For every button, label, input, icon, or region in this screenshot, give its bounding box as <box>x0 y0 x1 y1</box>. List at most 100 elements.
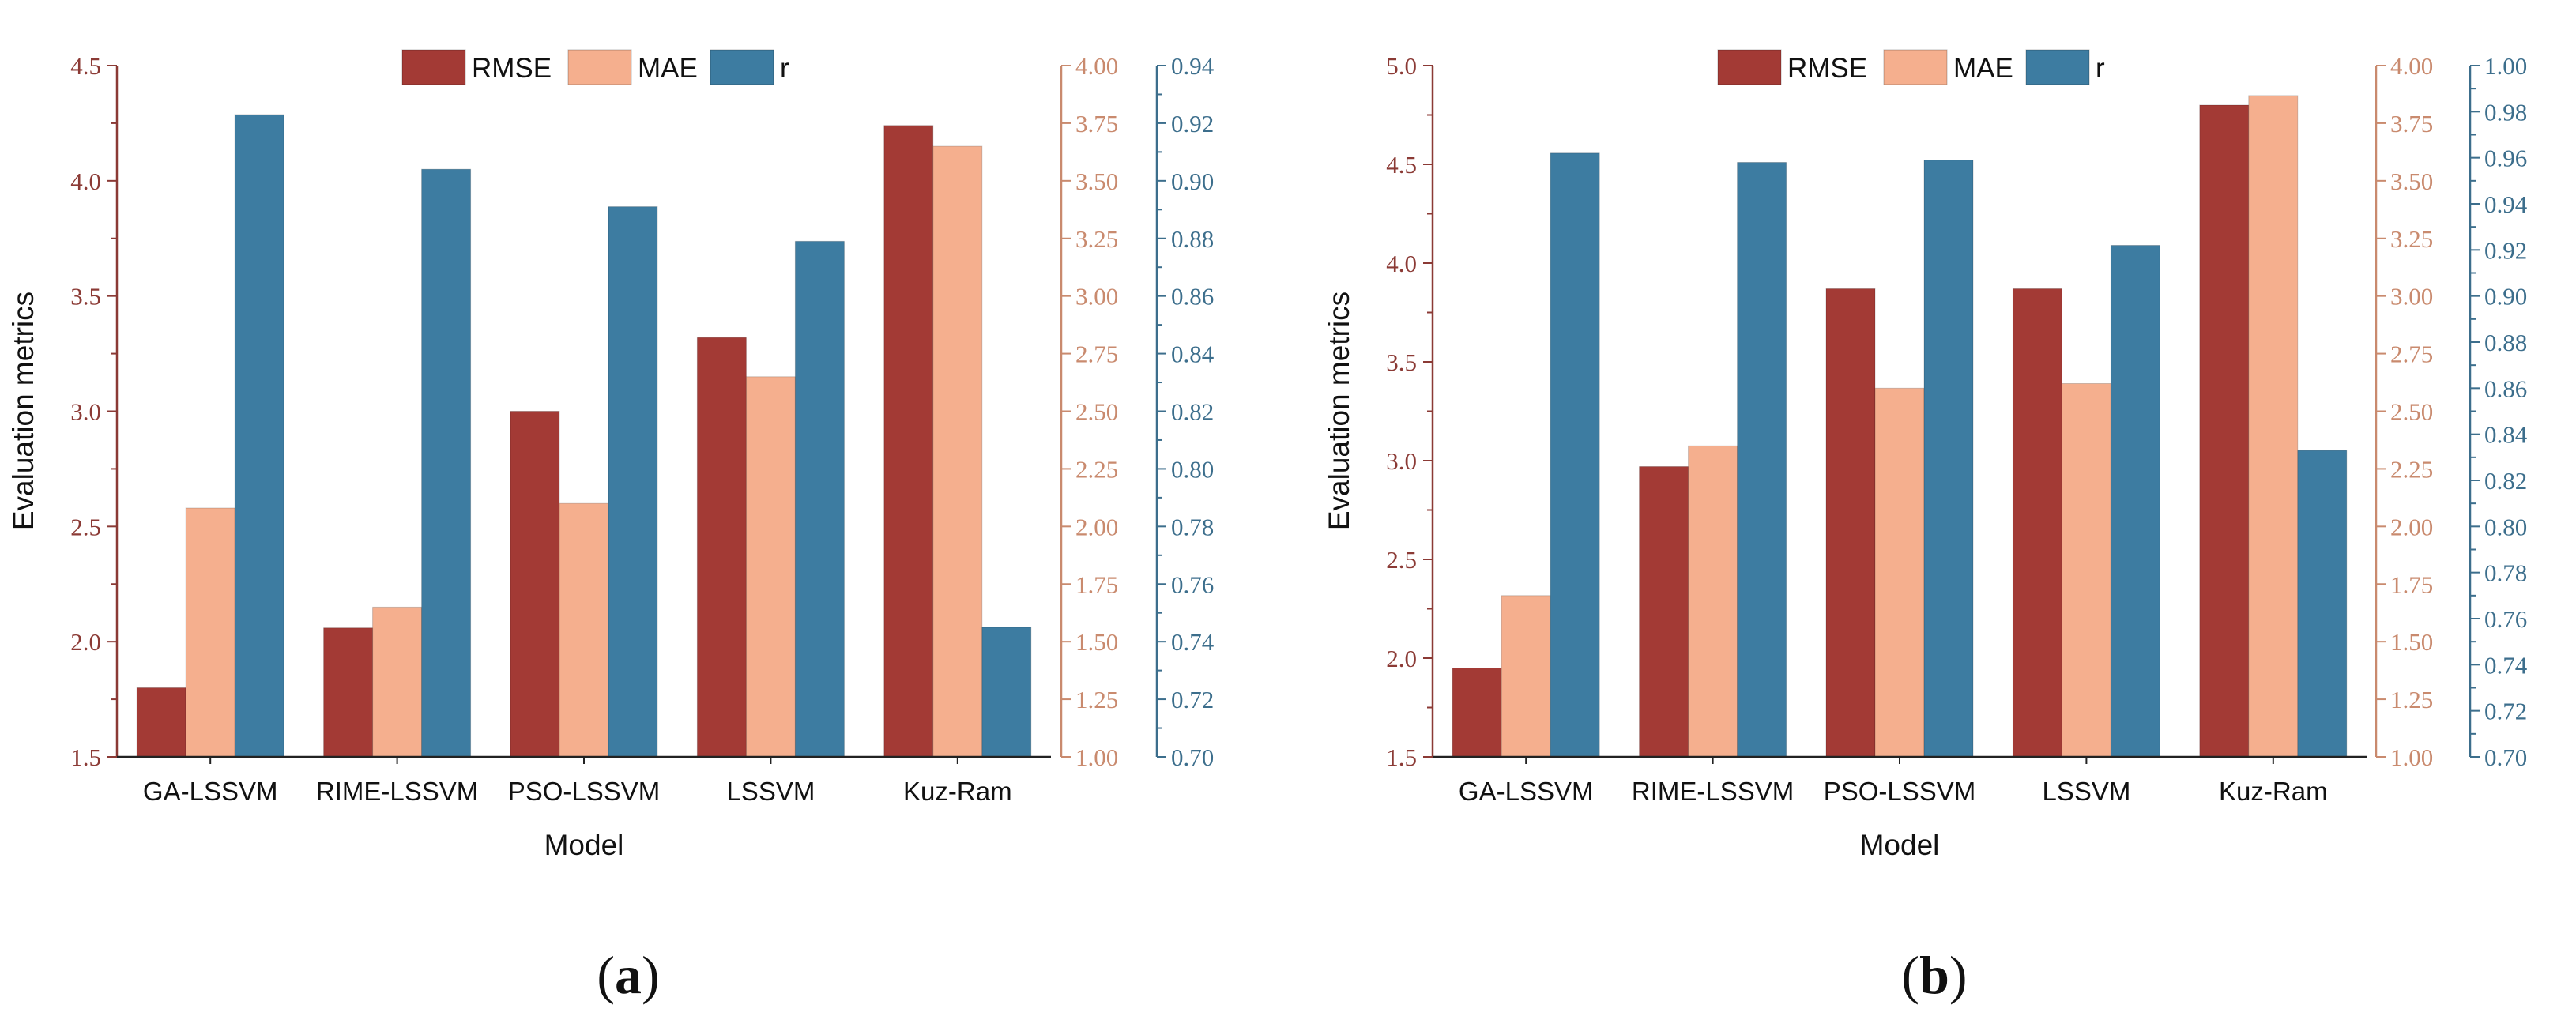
mae-tick-label: 3.50 <box>2390 167 2433 195</box>
bar-r-lssvm <box>2110 245 2160 758</box>
mae-tick-label: 3.00 <box>2390 283 2433 310</box>
x-tick-label: PSO-LSSVM <box>508 777 661 806</box>
legend-swatch-rmse <box>401 49 466 85</box>
bar-rmse-lssvm <box>2012 288 2062 758</box>
bar-mae-ga-lssvm <box>1501 595 1551 758</box>
mae-tick-label: 4.00 <box>2390 52 2433 80</box>
mae-tick-label: 2.50 <box>1075 398 1118 426</box>
bar-mae-kuz-ram <box>2248 95 2299 758</box>
legend-label-rmse: RMSE <box>1787 53 1867 84</box>
bar-r-pso-lssvm <box>608 206 658 758</box>
left-tick-label: 1.5 <box>1386 743 1417 771</box>
legend-b: RMSE MAE r <box>1717 49 2105 85</box>
legend-label-r: r <box>2096 53 2105 84</box>
left-tick-label: 5.0 <box>1386 52 1417 80</box>
x-tick-label: Kuz-Ram <box>903 777 1012 806</box>
panel-label-a: (a) <box>597 945 659 1005</box>
y-axis-title: Evaluation metrics <box>7 292 40 530</box>
r-tick-label: 0.92 <box>2484 236 2527 264</box>
x-tick-label: GA-LSSVM <box>143 777 278 806</box>
r-tick-label: 0.70 <box>1171 743 1214 771</box>
mae-tick-label: 3.25 <box>2390 225 2433 253</box>
legend-label-mae: MAE <box>638 53 698 84</box>
mae-tick-label: 2.00 <box>2390 513 2433 540</box>
bar-rmse-rime-lssvm <box>1639 466 1689 758</box>
r-tick-label: 0.76 <box>2484 605 2527 633</box>
left-tick-label: 2.5 <box>1386 546 1417 574</box>
bar-rmse-pso-lssvm <box>1825 288 1876 758</box>
mae-tick-label: 2.75 <box>2390 341 2433 368</box>
mae-tick-label: 3.00 <box>1075 283 1118 310</box>
r-tick-label: 0.88 <box>1171 225 1214 253</box>
r-tick-label: 0.94 <box>1171 52 1215 80</box>
left-tick-label: 3.5 <box>70 283 101 310</box>
mae-tick-label: 2.25 <box>2390 455 2433 483</box>
r-tick-label: 0.84 <box>1171 341 1215 368</box>
bar-r-kuz-ram <box>981 627 1032 758</box>
r-tick-label: 0.98 <box>2484 98 2527 126</box>
r-tick-label: 0.78 <box>1171 513 1214 540</box>
r-tick-label: 0.78 <box>2484 559 2527 587</box>
left-tick-label: 3.0 <box>70 398 101 426</box>
left-tick-label: 1.5 <box>70 743 101 771</box>
legend-swatch-rmse <box>1717 49 1782 85</box>
mae-tick-label: 2.75 <box>1075 341 1118 368</box>
left-tick-label: 2.0 <box>1386 645 1417 672</box>
bar-rmse-rime-lssvm <box>323 627 374 758</box>
r-tick-label: 0.76 <box>1171 570 1214 598</box>
bar-mae-rime-lssvm <box>372 606 423 758</box>
x-tick-label: RIME-LSSVM <box>316 777 478 806</box>
r-tick-label: 0.80 <box>2484 513 2527 540</box>
bar-rmse-ga-lssvm <box>1452 668 1502 758</box>
bar-rmse-pso-lssvm <box>510 411 560 758</box>
bar-mae-pso-lssvm <box>559 502 609 758</box>
y-axis-title: Evaluation metrics <box>1323 292 1355 530</box>
bar-mae-lssvm <box>2061 383 2111 758</box>
r-tick-label: 0.80 <box>1171 455 1214 483</box>
mae-tick-label: 2.50 <box>2390 398 2433 426</box>
r-tick-label: 0.70 <box>2484 743 2527 771</box>
bar-mae-ga-lssvm <box>185 507 235 758</box>
left-tick-label: 4.5 <box>70 52 101 80</box>
r-tick-label: 0.86 <box>1171 283 1214 310</box>
r-tick-label: 0.72 <box>2484 698 2527 725</box>
left-tick-label: 4.0 <box>70 167 101 195</box>
legend-label-mae: MAE <box>1953 53 2013 84</box>
r-tick-label: 0.74 <box>1171 628 1215 656</box>
bar-mae-pso-lssvm <box>1874 387 1925 758</box>
r-tick-label: 0.84 <box>2484 421 2528 449</box>
mae-tick-label: 1.00 <box>2390 743 2433 771</box>
x-axis-title: Model <box>544 829 624 861</box>
r-tick-label: 0.82 <box>2484 467 2527 495</box>
mae-tick-label: 3.75 <box>2390 110 2433 137</box>
bar-r-lssvm <box>794 240 845 758</box>
r-tick-label: 0.96 <box>2484 145 2527 172</box>
bar-mae-lssvm <box>745 376 796 758</box>
bar-r-kuz-ram <box>2297 450 2348 758</box>
mae-tick-label: 1.50 <box>2390 628 2433 656</box>
r-tick-label: 0.90 <box>1171 167 1214 195</box>
x-tick-label: Kuz-Ram <box>2219 777 2328 806</box>
mae-tick-label: 1.25 <box>2390 686 2433 713</box>
mae-tick-label: 1.50 <box>1075 628 1118 656</box>
legend-swatch-mae <box>567 49 632 85</box>
x-tick-label: RIME-LSSVM <box>1632 777 1794 806</box>
legend-a: RMSE MAE r <box>401 49 789 85</box>
left-tick-label: 3.0 <box>1386 447 1417 475</box>
r-tick-label: 0.90 <box>2484 283 2527 310</box>
mae-tick-label: 1.00 <box>1075 743 1118 771</box>
mae-tick-label: 1.75 <box>1075 570 1118 598</box>
legend-label-rmse: RMSE <box>472 53 552 84</box>
legend-swatch-r <box>710 49 774 85</box>
mae-tick-label: 3.75 <box>1075 110 1118 137</box>
mae-tick-label: 4.00 <box>1075 52 1118 80</box>
bar-rmse-ga-lssvm <box>136 687 186 758</box>
bar-r-ga-lssvm <box>234 114 284 758</box>
mae-tick-label: 3.25 <box>1075 225 1118 253</box>
r-tick-label: 0.74 <box>2484 651 2528 679</box>
r-tick-label: 0.92 <box>1171 110 1214 137</box>
r-tick-label: 0.72 <box>1171 686 1214 713</box>
bar-mae-rime-lssvm <box>1688 445 1738 758</box>
r-tick-label: 0.86 <box>2484 374 2527 402</box>
